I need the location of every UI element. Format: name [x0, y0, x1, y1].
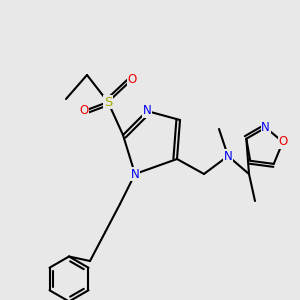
Text: O: O: [128, 73, 136, 86]
Text: O: O: [80, 104, 88, 118]
Text: O: O: [278, 136, 287, 148]
Text: N: N: [224, 149, 232, 163]
Text: N: N: [142, 104, 152, 118]
Text: S: S: [104, 95, 112, 109]
Text: N: N: [130, 167, 140, 181]
Text: N: N: [261, 121, 270, 134]
